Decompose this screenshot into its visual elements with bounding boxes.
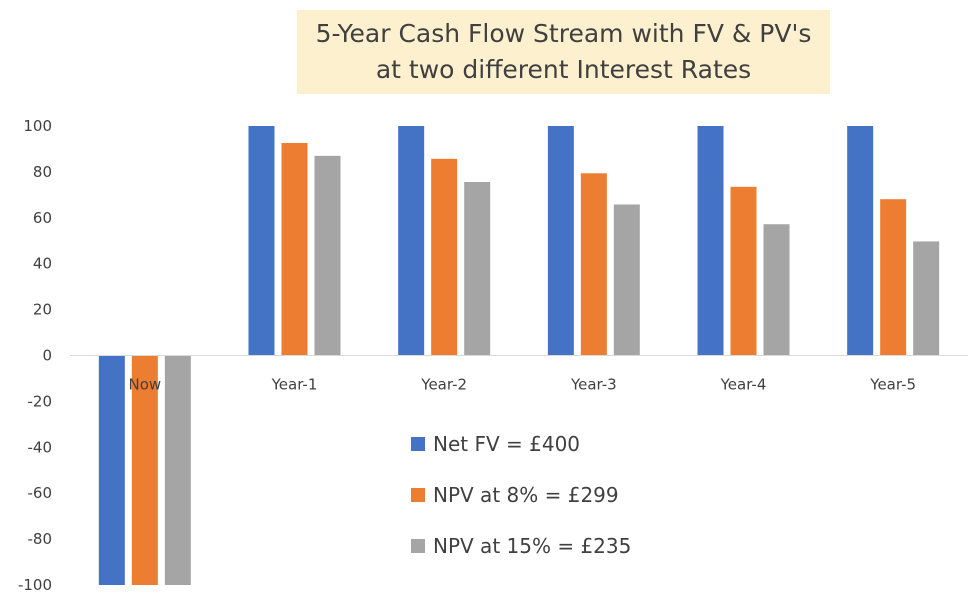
bar xyxy=(913,241,940,356)
bar xyxy=(248,126,275,356)
bar xyxy=(847,126,874,356)
bar xyxy=(880,199,907,356)
y-tick-label: -100 xyxy=(18,576,52,594)
bar xyxy=(314,155,341,356)
y-tick-label: -60 xyxy=(28,484,53,502)
y-tick-label: 20 xyxy=(33,301,52,319)
x-tick-label: Year-5 xyxy=(869,376,916,394)
x-tick-label: Now xyxy=(128,376,161,394)
bar xyxy=(613,204,640,356)
y-tick-label: 100 xyxy=(23,117,52,135)
x-axis: Now Year-1 Year-2 Year-3 Year-4 Year-5 xyxy=(128,376,916,394)
legend-swatch xyxy=(411,539,425,553)
y-tick-label: -80 xyxy=(28,530,53,548)
y-tick-label: 80 xyxy=(33,163,52,181)
y-tick-label: -40 xyxy=(28,438,53,456)
bar xyxy=(763,224,790,356)
y-tick-label: -20 xyxy=(28,392,53,410)
x-tick-label: Year-2 xyxy=(420,376,467,394)
bar xyxy=(98,355,125,585)
legend-label: NPV at 8% = £299 xyxy=(433,483,619,507)
bar xyxy=(730,186,757,356)
legend: Net FV = £400 NPV at 8% = £299 NPV at 15% … xyxy=(411,432,631,558)
bar xyxy=(164,355,191,585)
legend-label: NPV at 15% = £235 xyxy=(433,534,631,558)
y-tick-label: 40 xyxy=(33,255,52,273)
x-tick-label: Year-1 xyxy=(271,376,318,394)
y-axis: 100 80 60 40 20 0 -20 -40 -60 -80 -100 xyxy=(18,117,52,594)
bar xyxy=(281,142,308,356)
bars xyxy=(98,126,940,585)
x-tick-label: Year-3 xyxy=(570,376,617,394)
chart-title: 5-Year Cash Flow Stream with FV & PV's a… xyxy=(297,10,830,94)
chart-title-line-2: at two different Interest Rates xyxy=(375,55,752,84)
bar xyxy=(431,158,458,356)
bar xyxy=(464,181,491,356)
legend-swatch xyxy=(411,488,425,502)
y-tick-label: 60 xyxy=(33,209,52,227)
bar xyxy=(580,173,607,356)
legend-swatch xyxy=(411,437,425,451)
legend-label: Net FV = £400 xyxy=(433,432,580,456)
bar xyxy=(398,126,425,356)
bar xyxy=(131,355,158,585)
bar xyxy=(547,126,574,356)
x-tick-label: Year-4 xyxy=(720,376,767,394)
y-tick-label: 0 xyxy=(42,347,52,365)
bar xyxy=(697,126,724,356)
chart-title-line-1: 5-Year Cash Flow Stream with FV & PV's xyxy=(315,19,812,48)
